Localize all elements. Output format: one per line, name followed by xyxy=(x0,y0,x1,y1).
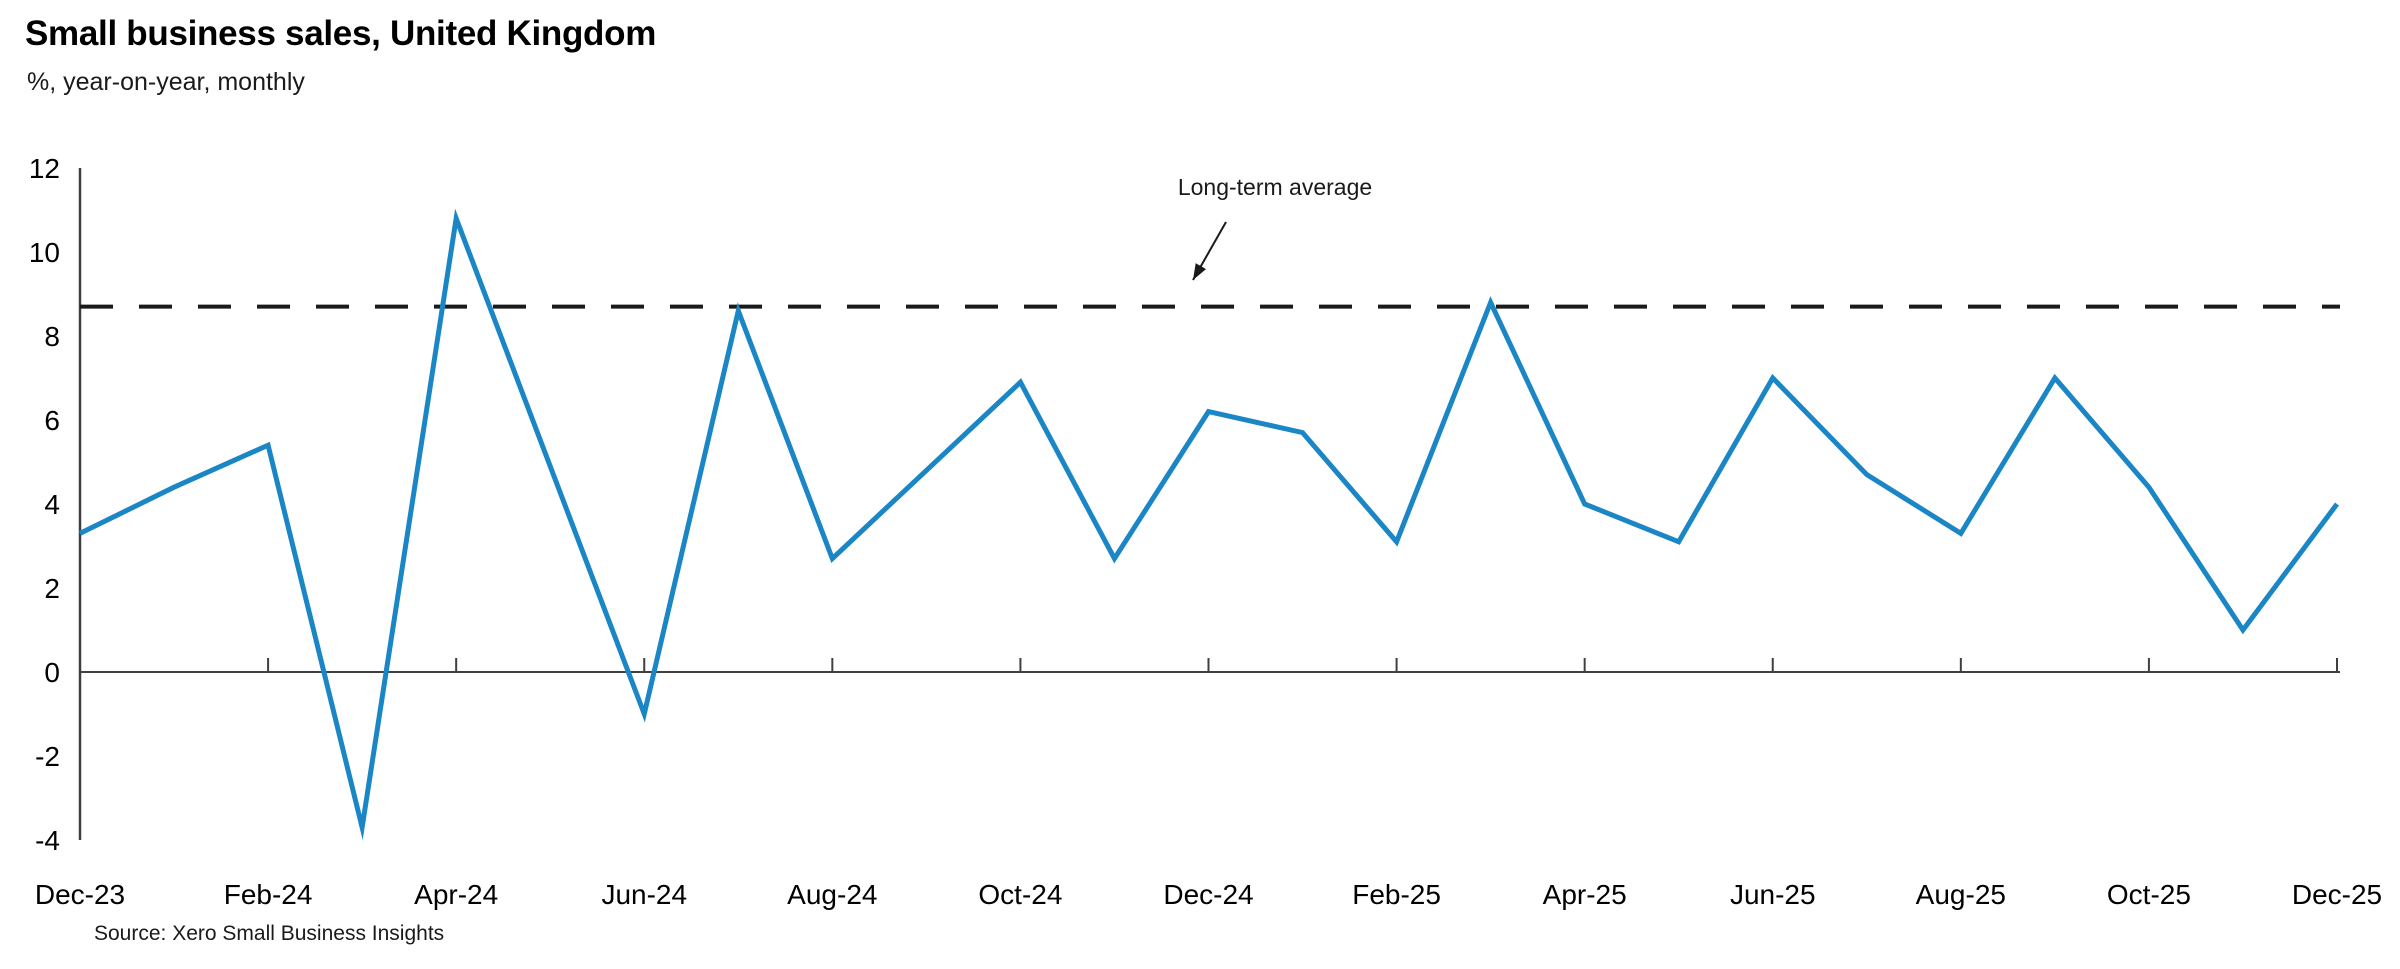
annotation-arrow xyxy=(1192,221,1227,281)
x-tick-label: Dec-24 xyxy=(1163,879,1253,910)
x-tick-label: Jun-25 xyxy=(1730,879,1816,910)
y-tick-label: 12 xyxy=(29,153,60,184)
y-tick-label: -4 xyxy=(35,825,60,856)
sales-line xyxy=(78,208,2340,841)
x-tick-label: Apr-25 xyxy=(1543,879,1627,910)
x-tick-label: Dec-23 xyxy=(35,879,125,910)
y-tick-label: 8 xyxy=(44,321,60,352)
y-tick-label: 0 xyxy=(44,657,60,688)
y-tick-label: 2 xyxy=(44,573,60,604)
chart-subtitle: %, year-on-year, monthly xyxy=(27,68,305,96)
x-tick-label: Feb-25 xyxy=(1352,879,1441,910)
x-tick-label: Jun-24 xyxy=(601,879,687,910)
long-term-average-label: Long-term average xyxy=(1177,174,1373,200)
source-note: Source: Xero Small Business Insights xyxy=(94,922,445,945)
chart-title: Small business sales, United Kingdom xyxy=(25,14,657,53)
x-tick-label: Oct-24 xyxy=(978,879,1062,910)
x-tick-label: Aug-25 xyxy=(1916,879,2006,910)
x-tick-label: Dec-25 xyxy=(2292,879,2382,910)
x-tick-label: Apr-24 xyxy=(414,879,498,910)
y-tick-label: 6 xyxy=(44,405,60,436)
y-tick-label: -2 xyxy=(35,741,60,772)
x-tick-label: Feb-24 xyxy=(224,879,313,910)
x-tick-label: Oct-25 xyxy=(2107,879,2191,910)
y-tick-label: 10 xyxy=(29,237,60,268)
y-tick-label: 4 xyxy=(44,489,60,520)
x-tick-label: Aug-24 xyxy=(787,879,877,910)
